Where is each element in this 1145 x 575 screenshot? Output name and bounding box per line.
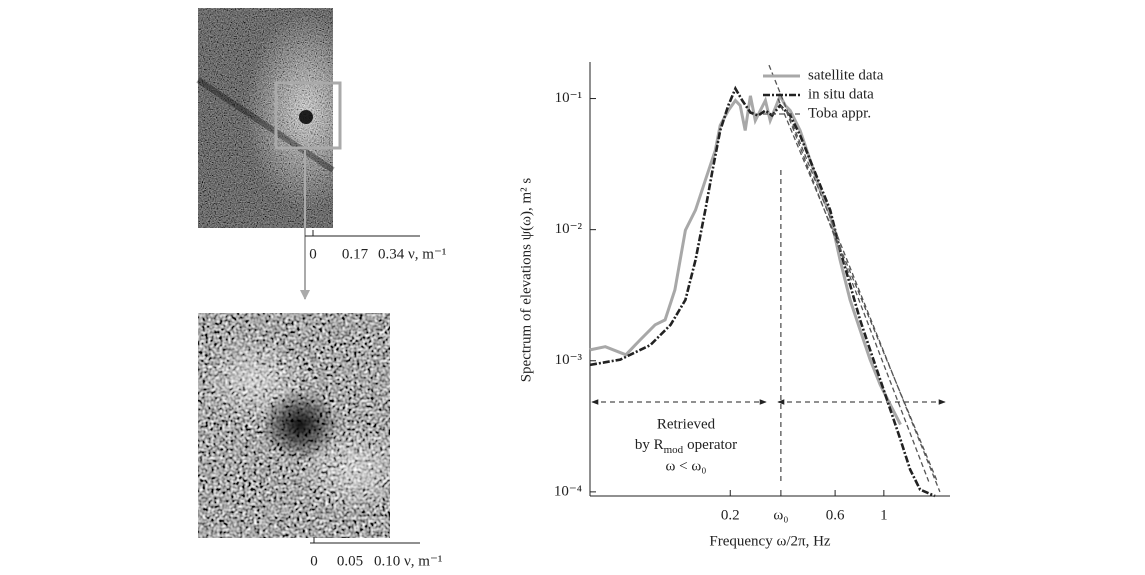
scale-label: 0.34 ν, m⁻¹ xyxy=(378,246,446,262)
annotation-part: operator xyxy=(687,437,737,453)
annotation: ω < ω₀ xyxy=(666,458,707,474)
series-line xyxy=(768,64,941,493)
annotation: by Rmod operator xyxy=(635,437,737,455)
x-tick-label: 0.6 xyxy=(826,507,845,523)
bottom-image xyxy=(198,313,410,538)
chart: Spectrum of elevations ψ(ω), m² s Freque… xyxy=(518,62,950,549)
y-tick-label: 10⁻¹ xyxy=(555,90,582,106)
legend-label: in situ data xyxy=(808,86,874,102)
x-tick-label: 0.2 xyxy=(721,507,740,523)
scale-label: 0.05 xyxy=(337,553,363,569)
y-tick-label: 10⁻² xyxy=(555,221,583,237)
legend-label: Toba appr. xyxy=(808,105,871,121)
top-image xyxy=(196,8,342,228)
legend-label: satellite data xyxy=(808,67,884,83)
series-line xyxy=(589,85,936,498)
annotation: Retrieved xyxy=(657,416,716,432)
x-axis-label: Frequency ω/2π, Hz xyxy=(709,533,831,549)
annotation-part: by R xyxy=(635,437,664,453)
y-tick-label: 10⁻⁴ xyxy=(554,483,582,499)
x-tick-label: 1 xyxy=(880,507,888,523)
y-axis-label: Spectrum of elevations ψ(ω), m² s xyxy=(518,178,534,383)
scale-label: 0 xyxy=(309,246,317,262)
scale-label: 0.17 xyxy=(342,246,369,262)
scale-label: 0.10 ν, m⁻¹ xyxy=(374,553,442,569)
scale-label: 0 xyxy=(310,553,318,569)
series-line xyxy=(589,92,902,426)
x-tick-label: ω₀ xyxy=(773,507,788,523)
y-tick-label: 10⁻³ xyxy=(555,352,583,368)
annotation-sub: mod xyxy=(664,444,684,456)
